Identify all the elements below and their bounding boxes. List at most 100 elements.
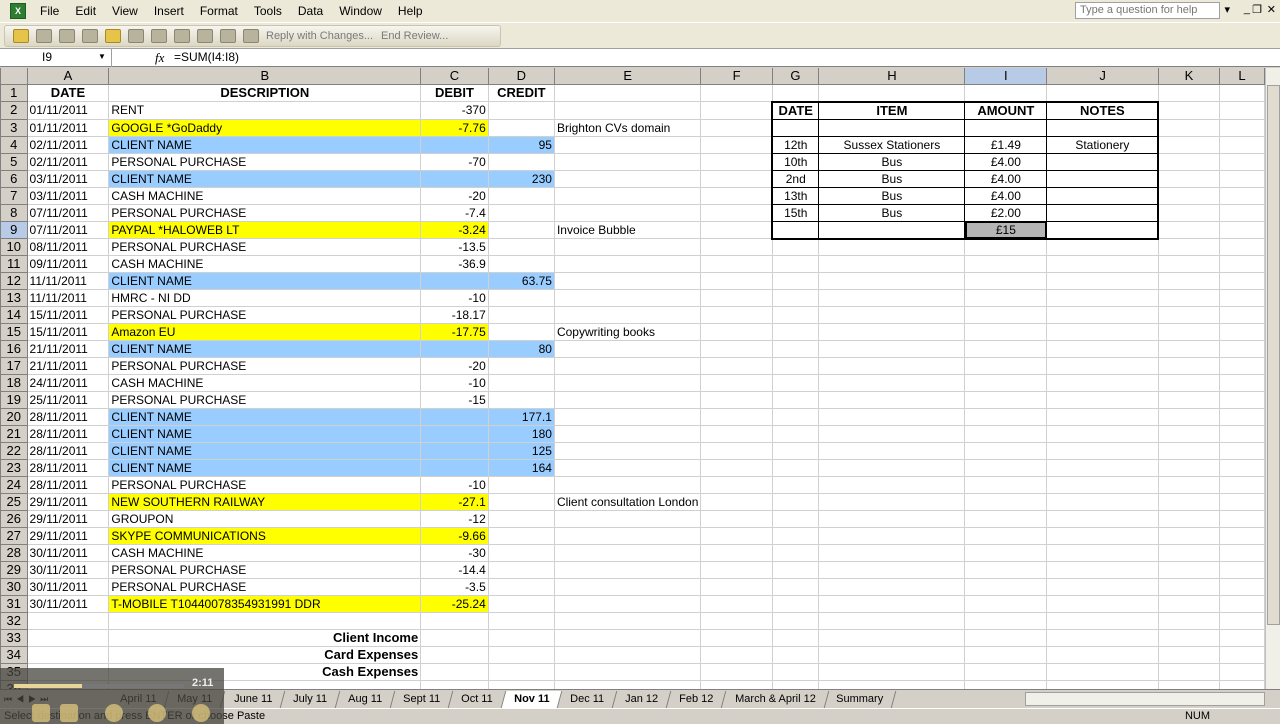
date-cell[interactable]: 28/11/2011 xyxy=(27,425,110,443)
cell[interactable] xyxy=(1158,510,1220,528)
cell[interactable] xyxy=(1158,306,1220,324)
restore-icon[interactable]: ❐ xyxy=(1252,4,1262,16)
description-cell[interactable]: PERSONAL PURCHASE xyxy=(108,357,422,375)
cell[interactable] xyxy=(420,680,489,689)
debit-cell[interactable] xyxy=(420,170,489,188)
cell[interactable] xyxy=(1158,101,1220,120)
row-header[interactable]: 24 xyxy=(0,476,28,494)
description-cell[interactable]: CASH MACHINE xyxy=(108,544,422,562)
cash-table-cell[interactable]: Bus xyxy=(818,203,966,222)
cell[interactable] xyxy=(964,391,1048,409)
cell[interactable] xyxy=(700,187,773,205)
row-header[interactable]: 6 xyxy=(0,170,28,188)
description-cell[interactable]: T-MOBILE T10440078354931991 DDR xyxy=(108,595,422,613)
cell[interactable] xyxy=(1219,187,1265,205)
debit-cell[interactable]: -20 xyxy=(420,357,489,375)
description-cell[interactable]: PERSONAL PURCHASE xyxy=(108,204,422,222)
credit-cell[interactable] xyxy=(488,510,555,528)
cell[interactable] xyxy=(700,238,773,256)
cell[interactable] xyxy=(1219,340,1265,358)
column-header[interactable]: C xyxy=(420,68,489,85)
cell[interactable] xyxy=(1046,238,1159,256)
cell[interactable] xyxy=(554,680,702,689)
column-header[interactable]: A xyxy=(26,68,110,85)
cell[interactable] xyxy=(700,84,773,102)
cell[interactable] xyxy=(1046,646,1159,664)
note-cell[interactable] xyxy=(554,204,702,222)
date-cell[interactable]: 01/11/2011 xyxy=(27,119,110,137)
sheet-tab[interactable]: Sept 11 xyxy=(390,690,454,708)
email-icon[interactable] xyxy=(105,29,121,43)
cell[interactable] xyxy=(27,629,110,647)
cell[interactable] xyxy=(818,629,966,647)
cell[interactable] xyxy=(1046,84,1159,102)
cell[interactable] xyxy=(964,238,1048,256)
cell[interactable] xyxy=(1219,136,1265,154)
sheet-tab[interactable]: Jan 12 xyxy=(613,690,672,708)
cash-table-cell[interactable] xyxy=(1046,186,1160,205)
cell[interactable] xyxy=(1158,136,1220,154)
cell[interactable] xyxy=(772,578,820,596)
row-header[interactable]: 23 xyxy=(0,459,28,477)
credit-cell[interactable]: 125 xyxy=(488,442,555,460)
cell[interactable] xyxy=(1219,170,1265,188)
date-cell[interactable]: 01/11/2011 xyxy=(27,101,110,120)
cash-table-cell[interactable] xyxy=(964,118,1048,137)
cell[interactable] xyxy=(1158,442,1220,460)
cell[interactable] xyxy=(1158,221,1220,239)
research-icon[interactable] xyxy=(174,29,190,43)
cell[interactable] xyxy=(108,680,422,689)
cell[interactable] xyxy=(772,272,820,290)
formula-input[interactable]: =SUM(I4:I8) xyxy=(174,50,240,64)
cell[interactable] xyxy=(1158,374,1220,392)
spreadsheet-grid[interactable]: A B C D E F G H I J K L 1 DATE DESCRIPTION DEBIT CREDIT 2… xyxy=(0,68,1265,689)
note-cell[interactable] xyxy=(554,306,702,324)
cell[interactable] xyxy=(700,578,773,596)
menu-help[interactable]: Help xyxy=(397,4,423,18)
cell[interactable] xyxy=(420,629,489,647)
credit-cell[interactable]: 95 xyxy=(488,136,555,154)
cell[interactable] xyxy=(700,476,773,494)
cell[interactable] xyxy=(1219,289,1265,307)
description-cell[interactable]: PERSONAL PURCHASE xyxy=(108,476,422,494)
save-icon[interactable] xyxy=(59,29,75,43)
cell[interactable] xyxy=(700,442,773,460)
row-header[interactable]: 4 xyxy=(0,136,28,154)
cell[interactable] xyxy=(700,663,773,681)
row-header[interactable]: 3 xyxy=(0,119,28,137)
cell[interactable] xyxy=(1158,391,1220,409)
date-cell[interactable]: 21/11/2011 xyxy=(27,340,110,358)
cell[interactable] xyxy=(27,646,110,664)
cash-table-cell[interactable]: Stationery xyxy=(1046,135,1160,154)
cell[interactable] xyxy=(700,391,773,409)
cell[interactable] xyxy=(964,289,1048,307)
credit-cell[interactable] xyxy=(488,561,555,579)
open-icon[interactable] xyxy=(36,29,52,43)
select-all[interactable] xyxy=(0,68,28,85)
cell[interactable] xyxy=(772,629,820,647)
cell[interactable] xyxy=(1158,680,1220,689)
description-cell[interactable]: CLIENT NAME xyxy=(108,272,422,290)
credit-cell[interactable] xyxy=(488,323,555,341)
description-cell[interactable]: CASH MACHINE xyxy=(108,255,422,273)
cell[interactable] xyxy=(1046,374,1159,392)
row-header[interactable]: 33 xyxy=(0,629,28,647)
note-cell[interactable] xyxy=(554,476,702,494)
cash-table-cell[interactable]: £2.00 xyxy=(964,203,1048,222)
column-header[interactable]: D xyxy=(487,68,555,85)
cash-table-cell[interactable]: Bus xyxy=(818,152,966,171)
cell[interactable] xyxy=(700,527,773,545)
cell[interactable] xyxy=(700,544,773,562)
cell[interactable] xyxy=(818,357,966,375)
cell[interactable] xyxy=(1046,459,1159,477)
copy-icon[interactable] xyxy=(220,29,236,43)
cell[interactable] xyxy=(772,374,820,392)
column-header[interactable]: I xyxy=(964,68,1048,85)
cell[interactable] xyxy=(964,493,1048,511)
credit-cell[interactable]: 177.1 xyxy=(488,408,555,426)
cell[interactable] xyxy=(1046,544,1159,562)
debit-cell[interactable] xyxy=(420,136,489,154)
debit-cell[interactable]: -27.1 xyxy=(420,493,489,511)
row-header[interactable]: 11 xyxy=(0,255,28,273)
column-header[interactable]: L xyxy=(1218,68,1265,85)
